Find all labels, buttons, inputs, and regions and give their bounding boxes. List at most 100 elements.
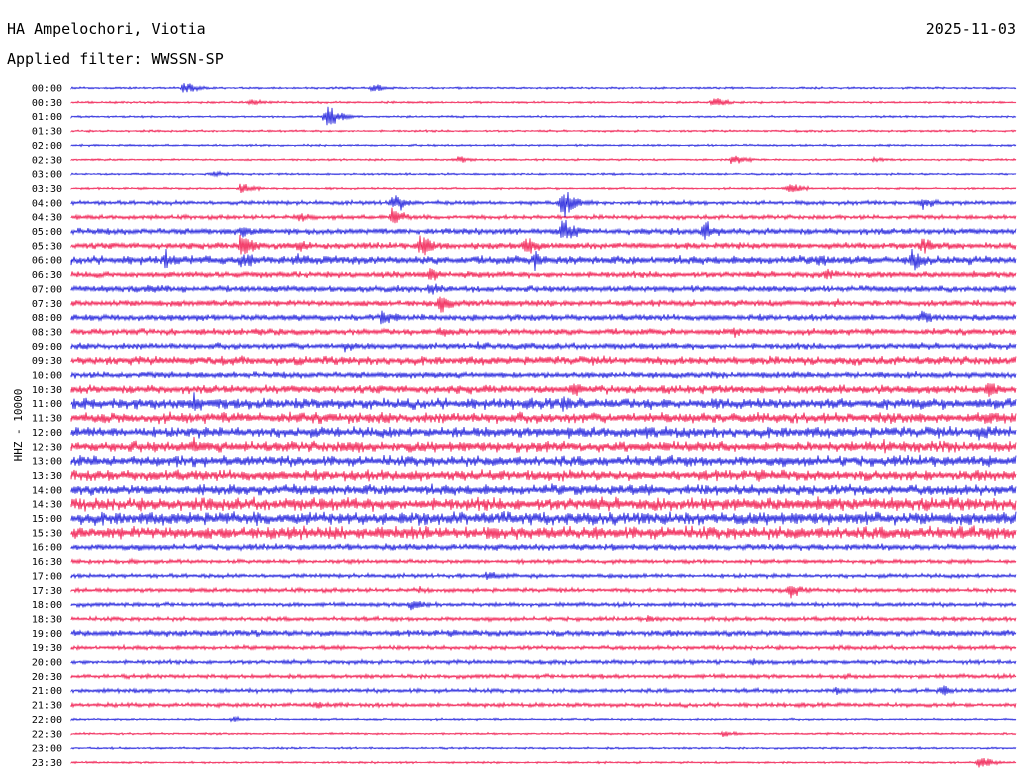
row-time-label: 12:30: [32, 442, 62, 453]
row-time-label: 21:30: [32, 701, 62, 712]
row-time-label: 10:00: [32, 371, 62, 382]
row-time-label: 14:00: [32, 485, 62, 496]
row-time-label: 03:00: [32, 170, 62, 181]
row-time-label: 09:00: [32, 342, 62, 353]
row-time-label: 03:30: [32, 184, 62, 195]
row-time-label: 01:00: [32, 112, 62, 123]
row-time-label: 13:30: [32, 471, 62, 482]
row-time-label: 18:00: [32, 600, 62, 611]
trace-row: [70, 600, 1017, 611]
row-time-label: 08:30: [32, 327, 62, 338]
trace-row: [70, 715, 1017, 723]
trace-row: [70, 128, 1017, 134]
date-label: 2025-11-03: [925, 20, 1016, 38]
trace-row: [70, 525, 1017, 541]
row-time-label: 19:00: [32, 629, 62, 640]
trace-row: [70, 628, 1017, 638]
trace-row: [70, 207, 1017, 224]
row-time-label: 17:30: [32, 586, 62, 597]
row-time-label: 15:30: [32, 528, 62, 539]
trace-row: [70, 510, 1017, 527]
trace-row: [70, 557, 1017, 566]
row-time-label: 11:30: [32, 414, 62, 425]
row-time-label: 16:30: [32, 557, 62, 568]
trace-row: [70, 382, 1017, 397]
row-time-label: 02:00: [32, 141, 62, 152]
trace-row: [70, 685, 1017, 696]
trace-row: [70, 170, 1017, 178]
row-time-label: 06:00: [32, 256, 62, 267]
trace-row: [70, 355, 1017, 366]
trace-row: [70, 745, 1017, 751]
trace-row: [70, 327, 1017, 338]
trace-row: [70, 283, 1017, 295]
row-time-label: 10:30: [32, 385, 62, 396]
row-time-label: 05:00: [32, 227, 62, 238]
row-time-label: 09:30: [32, 356, 62, 367]
trace-row: [70, 469, 1017, 482]
row-time-label: 19:30: [32, 643, 62, 654]
row-time-label: 21:00: [32, 686, 62, 697]
trace-row: [70, 758, 1017, 768]
row-time-label: 23:00: [32, 744, 62, 755]
row-time-label: 11:00: [32, 399, 62, 410]
trace-row: [70, 586, 1017, 599]
row-time-label: 00:30: [32, 98, 62, 109]
trace-row: [70, 543, 1017, 552]
row-time-label: 00:00: [32, 84, 62, 95]
trace-row: [70, 143, 1017, 148]
trace-row: [70, 672, 1017, 681]
trace-row: [70, 106, 1017, 126]
trace-row: [70, 183, 1017, 194]
filter-label: Applied filter: WWSSN-SP: [7, 50, 224, 68]
station-title: HA Ampelochori, Viotia: [7, 20, 206, 38]
trace-row: [70, 658, 1017, 667]
trace-row: [70, 341, 1017, 353]
trace-row: [70, 370, 1017, 380]
trace-row: [70, 483, 1017, 496]
trace-row: [70, 425, 1017, 441]
trace-row: [70, 411, 1017, 425]
row-time-label: 15:00: [32, 514, 62, 525]
trace-row: [70, 496, 1017, 512]
trace-row: [70, 436, 1017, 454]
row-time-label: 02:30: [32, 155, 62, 166]
row-time-label: 22:30: [32, 729, 62, 740]
row-time-label: 17:00: [32, 571, 62, 582]
trace-row: [70, 248, 1017, 272]
row-time-label: 16:00: [32, 543, 62, 554]
row-time-label: 20:30: [32, 672, 62, 683]
row-time-label: 06:30: [32, 270, 62, 281]
row-time-label: 18:30: [32, 614, 62, 625]
row-time-label: 07:30: [32, 299, 62, 310]
trace-row: [70, 454, 1017, 468]
trace-row: [70, 571, 1017, 580]
row-time-label: 12:00: [32, 428, 62, 439]
row-time-label: 07:00: [32, 284, 62, 295]
trace-row: [70, 219, 1017, 240]
row-time-label: 22:00: [32, 715, 62, 726]
trace-row: [70, 643, 1017, 652]
trace-row: [70, 392, 1017, 412]
trace-row: [70, 234, 1017, 256]
row-time-label: 20:00: [32, 658, 62, 669]
row-time-label: 04:00: [32, 198, 62, 209]
trace-row: [70, 83, 1017, 93]
trace-row: [70, 98, 1017, 107]
row-time-label: 13:00: [32, 457, 62, 468]
trace-row: [70, 701, 1017, 710]
trace-row: [70, 730, 1017, 737]
trace-row: [70, 310, 1017, 325]
trace-row: [70, 268, 1017, 281]
trace-row: [70, 615, 1017, 623]
row-time-label: 04:30: [32, 213, 62, 224]
row-time-label: 05:30: [32, 241, 62, 252]
row-time-label: 14:30: [32, 500, 62, 511]
trace-row: [70, 191, 1017, 218]
row-time-label: 23:30: [32, 758, 62, 769]
trace-row: [70, 155, 1017, 164]
row-time-label: 01:30: [32, 127, 62, 138]
trace-row: [70, 296, 1017, 313]
row-time-label: 08:00: [32, 313, 62, 324]
